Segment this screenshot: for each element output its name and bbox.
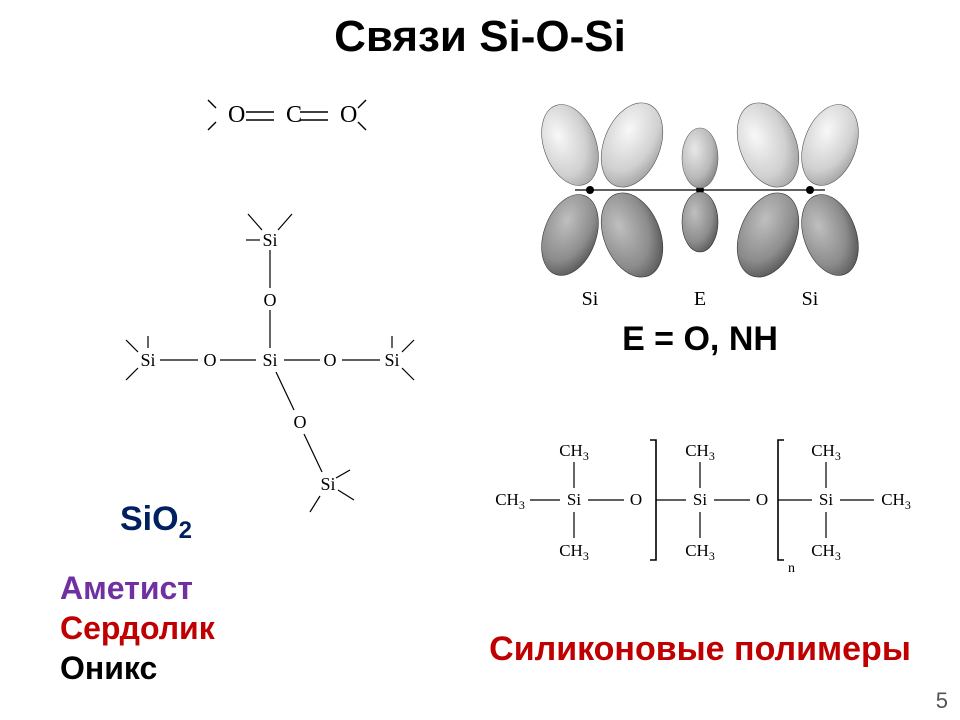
mineral-amethyst: Аметист: [60, 570, 193, 607]
orbital-label-right: Si: [802, 288, 819, 310]
svg-text:O: O: [294, 412, 307, 432]
svg-text:CH3: CH3: [685, 541, 715, 563]
sio2-label-base: SiO: [120, 500, 179, 538]
svg-text:O: O: [204, 350, 217, 370]
silicone-caption: Силиконовые полимеры: [470, 630, 930, 669]
svg-text:n: n: [788, 561, 795, 576]
svg-text:Si: Si: [819, 490, 833, 509]
co2-formula-diagram: O C O: [200, 90, 380, 140]
svg-text:O: O: [264, 290, 277, 310]
svg-text:CH3: CH3: [811, 441, 841, 463]
orbital-label-left: Si: [582, 288, 599, 310]
svg-text:Si: Si: [384, 350, 399, 370]
orbital-caption: E = O, NH: [520, 320, 880, 359]
orbital-diagram: Si E Si: [520, 90, 880, 290]
sio2-label-sub: 2: [179, 517, 192, 544]
svg-text:Si: Si: [262, 230, 277, 250]
svg-text:CH3: CH3: [559, 541, 589, 563]
svg-text:CH3: CH3: [685, 441, 715, 463]
svg-text:Si: Si: [567, 490, 581, 509]
svg-text:Si: Si: [262, 350, 277, 370]
mineral-carnelian: Сердолик: [60, 610, 215, 647]
svg-text:Si: Si: [693, 490, 707, 509]
sio2-diagram: Si O Si O Si O: [120, 160, 420, 540]
silicone-diagram: CH3 Si CH3 CH3 O Si CH3 CH3 O: [490, 400, 920, 600]
page-title: Связи Si-O-Si: [0, 12, 960, 62]
sio2-label: SiO2: [120, 500, 192, 545]
svg-text:CH3: CH3: [881, 490, 911, 512]
svg-text:Si: Si: [320, 474, 335, 494]
svg-text:O: O: [228, 102, 245, 128]
svg-text:O: O: [340, 102, 357, 128]
svg-text:Si: Si: [140, 350, 155, 370]
mineral-onyx: Оникс: [60, 650, 157, 687]
slide-number: 5: [936, 688, 948, 714]
svg-text:CH3: CH3: [559, 441, 589, 463]
svg-text:CH3: CH3: [495, 490, 525, 512]
svg-text:CH3: CH3: [811, 541, 841, 563]
slide-root: Связи Si-O-Si O C O: [0, 0, 960, 720]
svg-text:O: O: [324, 350, 337, 370]
svg-text:O: O: [756, 490, 768, 509]
orbital-label-center: E: [694, 288, 706, 310]
svg-text:O: O: [630, 490, 642, 509]
svg-text:C: C: [286, 102, 302, 128]
